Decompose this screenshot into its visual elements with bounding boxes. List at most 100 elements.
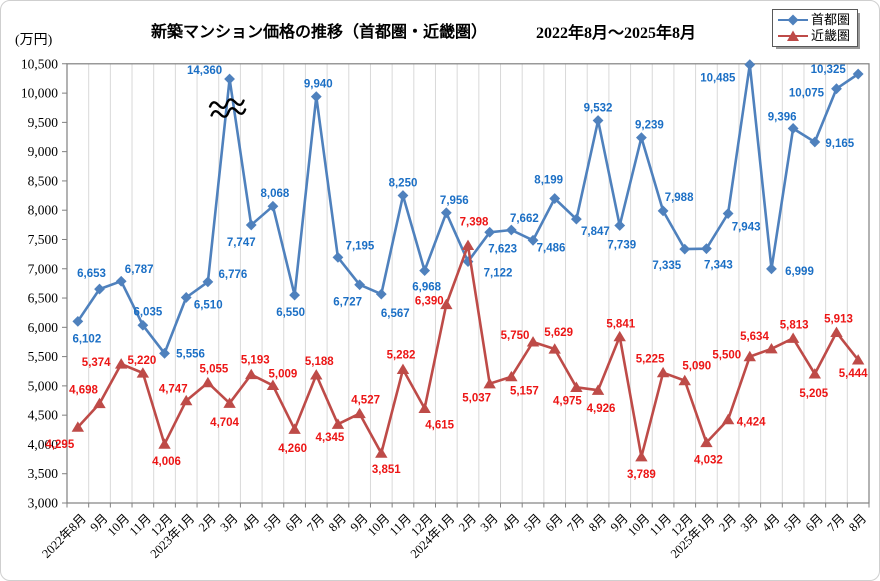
data-label-kinkiken: 4,698 xyxy=(69,385,98,397)
data-point-marker-kinkiken[interactable] xyxy=(375,447,388,458)
data-point-marker-kinkiken[interactable] xyxy=(526,336,540,347)
data-point-marker-kinkiken[interactable] xyxy=(158,438,171,449)
data-point-marker-kinkiken[interactable] xyxy=(570,381,583,392)
data-point-marker-shutoken[interactable] xyxy=(202,276,214,288)
data-label-shutoken: 6,999 xyxy=(785,266,814,278)
data-point-marker-shutoken[interactable] xyxy=(72,315,84,327)
data-point-marker-kinkiken[interactable] xyxy=(353,407,366,419)
data-point-marker-kinkiken[interactable] xyxy=(851,354,865,365)
data-point-marker-kinkiken[interactable] xyxy=(114,358,128,369)
data-point-marker-shutoken[interactable] xyxy=(831,83,842,95)
x-tick-label: 10月 xyxy=(625,511,653,539)
data-point-marker-kinkiken[interactable] xyxy=(830,326,843,338)
legend-item-kinkiken[interactable]: 近畿圏 xyxy=(777,28,850,44)
data-label-shutoken: 10,075 xyxy=(789,88,825,100)
data-point-marker-kinkiken[interactable] xyxy=(483,377,496,389)
data-point-marker-kinkiken[interactable] xyxy=(700,436,713,448)
data-point-marker-shutoken[interactable] xyxy=(657,205,669,217)
data-point-marker-shutoken[interactable] xyxy=(397,190,409,201)
x-tick-label: 7月 xyxy=(304,511,327,534)
data-point-marker-kinkiken[interactable] xyxy=(743,350,756,362)
data-point-marker-shutoken[interactable] xyxy=(809,136,821,148)
data-point-marker-kinkiken[interactable] xyxy=(331,418,345,429)
data-point-marker-shutoken[interactable] xyxy=(787,123,799,134)
data-point-marker-kinkiken[interactable] xyxy=(396,363,410,374)
data-point-marker-kinkiken[interactable] xyxy=(136,367,150,378)
x-tick-label: 8月 xyxy=(326,511,349,534)
data-point-marker-shutoken[interactable] xyxy=(484,226,496,238)
data-point-marker-shutoken[interactable] xyxy=(636,132,647,144)
data-point-marker-kinkiken[interactable] xyxy=(613,330,626,342)
data-point-marker-shutoken[interactable] xyxy=(614,220,626,231)
data-point-marker-kinkiken[interactable] xyxy=(591,384,605,395)
data-label-kinkiken: 5,629 xyxy=(544,327,573,339)
data-label-kinkiken: 3,851 xyxy=(372,464,401,476)
data-point-marker-shutoken[interactable] xyxy=(527,234,539,246)
data-point-marker-shutoken[interactable] xyxy=(679,243,691,255)
data-point-marker-kinkiken[interactable] xyxy=(440,298,453,310)
data-label-kinkiken: 5,750 xyxy=(501,330,530,342)
data-point-marker-shutoken[interactable] xyxy=(159,347,170,359)
data-point-marker-shutoken[interactable] xyxy=(289,289,300,301)
data-point-marker-shutoken[interactable] xyxy=(375,288,387,300)
data-point-marker-kinkiken[interactable] xyxy=(461,239,475,251)
data-point-marker-shutoken[interactable] xyxy=(440,207,452,219)
data-point-marker-kinkiken[interactable] xyxy=(418,402,431,414)
data-label-shutoken: 7,195 xyxy=(346,240,375,252)
data-point-marker-shutoken[interactable] xyxy=(419,265,431,277)
data-point-marker-shutoken[interactable] xyxy=(115,275,127,287)
data-label-kinkiken: 4,032 xyxy=(694,455,723,467)
data-point-marker-shutoken[interactable] xyxy=(224,73,235,85)
data-point-marker-shutoken[interactable] xyxy=(245,219,257,231)
x-tick-label: 7月 xyxy=(824,511,847,534)
data-point-marker-kinkiken[interactable] xyxy=(808,368,822,379)
data-point-marker-shutoken[interactable] xyxy=(852,68,864,80)
x-tick-label: 10月 xyxy=(365,511,393,539)
data-point-marker-kinkiken[interactable] xyxy=(180,394,193,406)
data-label-kinkiken: 4,006 xyxy=(152,456,181,468)
data-point-marker-kinkiken[interactable] xyxy=(310,369,323,380)
data-point-marker-kinkiken[interactable] xyxy=(71,421,85,432)
data-point-marker-shutoken[interactable] xyxy=(354,279,366,291)
data-label-shutoken: 9,165 xyxy=(825,138,854,150)
data-point-marker-shutoken[interactable] xyxy=(766,263,777,275)
data-label-shutoken: 6,567 xyxy=(381,308,410,320)
data-point-marker-kinkiken[interactable] xyxy=(93,397,106,409)
data-point-marker-shutoken[interactable] xyxy=(332,251,344,263)
data-point-marker-shutoken[interactable] xyxy=(592,115,604,126)
data-point-marker-kinkiken[interactable] xyxy=(786,332,800,343)
data-point-marker-kinkiken[interactable] xyxy=(548,343,561,354)
data-point-marker-shutoken[interactable] xyxy=(722,208,734,219)
data-point-marker-kinkiken[interactable] xyxy=(721,413,735,425)
data-point-marker-kinkiken[interactable] xyxy=(223,397,236,408)
data-label-shutoken: 7,343 xyxy=(704,260,733,272)
data-label-kinkiken: 5,500 xyxy=(712,350,741,362)
data-point-marker-kinkiken[interactable] xyxy=(266,379,280,390)
data-point-marker-shutoken[interactable] xyxy=(570,213,582,225)
data-point-marker-kinkiken[interactable] xyxy=(288,423,301,434)
x-tick-label: 6月 xyxy=(543,511,566,534)
data-point-marker-shutoken[interactable] xyxy=(94,283,105,295)
legend-item-shutoken[interactable]: 首都圏 xyxy=(777,12,850,28)
data-point-marker-kinkiken[interactable] xyxy=(635,450,648,462)
data-point-marker-shutoken[interactable] xyxy=(549,193,561,204)
data-label-kinkiken: 5,205 xyxy=(799,388,828,400)
data-label-kinkiken: 5,090 xyxy=(682,361,711,373)
data-point-marker-kinkiken[interactable] xyxy=(678,374,691,386)
data-point-marker-shutoken[interactable] xyxy=(701,243,712,255)
data-point-marker-shutoken[interactable] xyxy=(180,292,192,303)
legend-triangle-marker-icon xyxy=(778,30,808,41)
y-tick-label: 8,500 xyxy=(28,173,59,188)
data-point-marker-shutoken[interactable] xyxy=(137,319,149,331)
data-point-marker-kinkiken[interactable] xyxy=(245,368,258,380)
data-point-marker-shutoken[interactable] xyxy=(267,200,279,212)
data-point-marker-shutoken[interactable] xyxy=(310,91,322,102)
data-point-marker-shutoken[interactable] xyxy=(744,59,756,71)
data-point-marker-kinkiken[interactable] xyxy=(201,376,215,388)
x-tick-label: 4月 xyxy=(239,511,262,534)
data-point-marker-kinkiken[interactable] xyxy=(656,366,670,378)
data-label-shutoken: 7,943 xyxy=(732,222,761,234)
data-point-marker-kinkiken[interactable] xyxy=(505,370,518,382)
data-point-marker-kinkiken[interactable] xyxy=(765,342,778,354)
data-point-marker-shutoken[interactable] xyxy=(505,224,517,236)
